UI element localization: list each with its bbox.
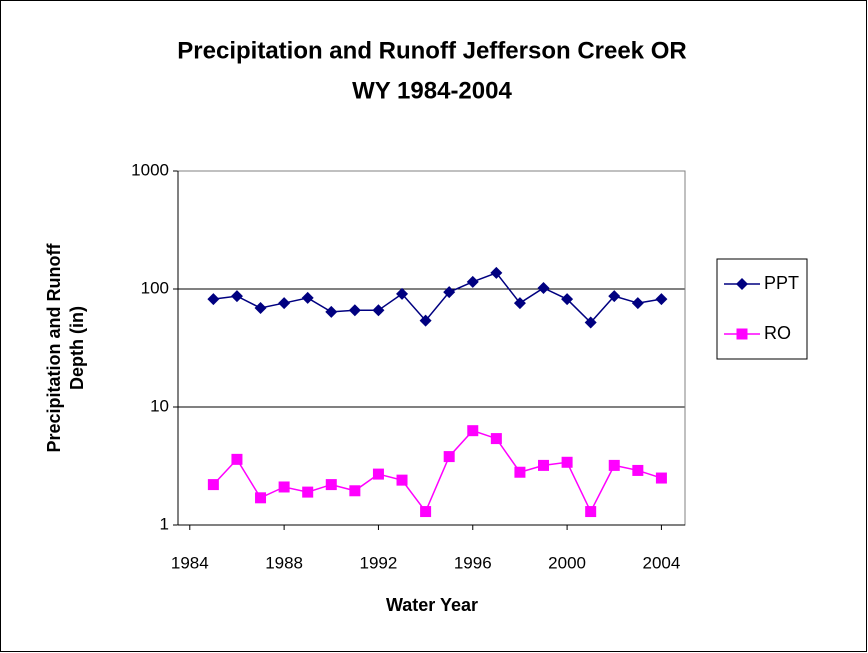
marker (538, 459, 550, 471)
marker (608, 290, 621, 303)
legend-marker (736, 328, 748, 340)
marker (396, 474, 408, 486)
marker (230, 290, 243, 303)
marker (513, 297, 526, 310)
marker (207, 479, 219, 491)
legend-box (716, 258, 808, 360)
marker (655, 293, 668, 306)
marker (302, 486, 314, 498)
marker (655, 472, 667, 484)
marker (325, 305, 338, 318)
x-tick-label: 2004 (643, 553, 681, 572)
marker (420, 506, 432, 518)
y-tick-label: 1000 (131, 160, 169, 179)
marker (584, 316, 597, 329)
marker (348, 304, 361, 317)
marker (231, 453, 243, 465)
marker (585, 506, 597, 518)
y-axis-label: Depth (in) (67, 306, 87, 390)
marker (466, 275, 479, 288)
x-tick-label: 1992 (360, 553, 398, 572)
marker (443, 451, 455, 463)
x-tick-label: 1996 (454, 553, 492, 572)
marker (443, 286, 456, 299)
marker (396, 287, 409, 300)
y-tick-label: 1 (160, 514, 169, 533)
marker (278, 481, 290, 493)
x-tick-label: 1984 (171, 553, 209, 572)
x-axis-label: Water Year (386, 595, 478, 615)
marker (561, 293, 574, 306)
marker (349, 485, 361, 497)
marker (490, 433, 502, 445)
marker (254, 302, 267, 315)
marker (490, 266, 503, 279)
x-tick-label: 2000 (548, 553, 586, 572)
marker (419, 314, 432, 327)
marker (278, 297, 291, 310)
marker (325, 479, 337, 491)
marker (631, 297, 644, 310)
chart-title: WY 1984-2004 (352, 77, 512, 104)
legend-marker (736, 278, 748, 290)
legend-label: RO (764, 323, 791, 343)
marker (537, 281, 550, 294)
marker (467, 425, 479, 437)
chart-title: Precipitation and Runoff Jefferson Creek… (177, 37, 686, 64)
marker (372, 304, 385, 317)
marker (207, 293, 220, 306)
marker (561, 456, 573, 468)
y-axis-label: Precipitation and Runoff (44, 242, 64, 452)
marker (372, 468, 384, 480)
x-tick-label: 1988 (265, 553, 303, 572)
marker (514, 466, 526, 478)
marker (301, 291, 314, 304)
marker (632, 464, 644, 476)
y-tick-label: 10 (150, 396, 169, 415)
legend-label: PPT (764, 273, 799, 293)
marker (255, 492, 267, 504)
marker (608, 459, 620, 471)
y-tick-label: 100 (141, 278, 169, 297)
